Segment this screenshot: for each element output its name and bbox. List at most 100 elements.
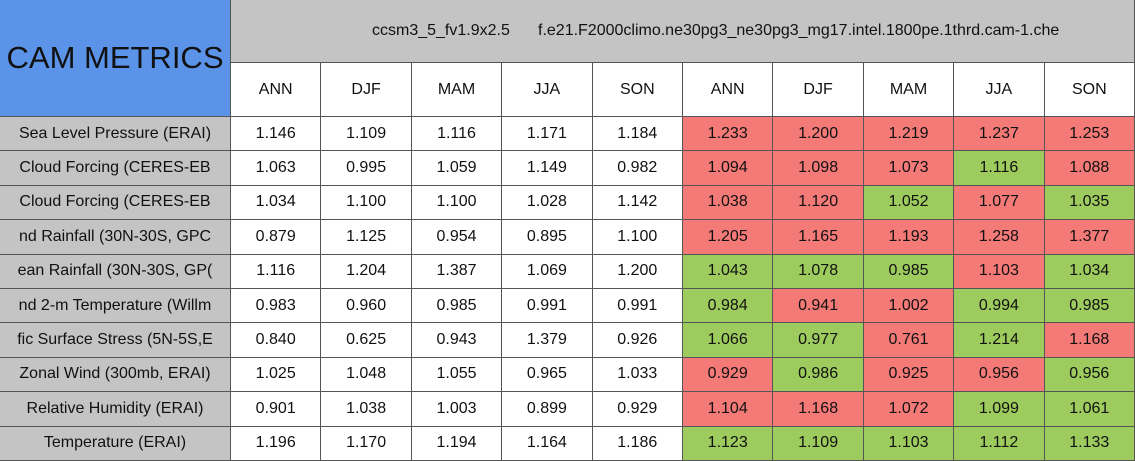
metric-cell: 1.103 <box>954 254 1045 289</box>
column-header: MAM <box>863 63 955 117</box>
metric-cell: 1.098 <box>773 151 864 186</box>
group-label: ccsm3_5_fv1.9x2.5 <box>372 22 510 39</box>
metric-cell: 1.034 <box>1044 254 1135 289</box>
metric-cell: 0.761 <box>863 323 955 358</box>
metric-cell: 1.088 <box>1044 151 1135 186</box>
metric-cell: 1.052 <box>863 185 955 221</box>
metric-cell: 1.003 <box>411 392 503 427</box>
metric-cell: 1.164 <box>502 426 593 461</box>
metric-cell: 1.253 <box>1044 117 1135 152</box>
row-label: Temperature (ERAI) <box>0 426 231 461</box>
metric-cell: 0.954 <box>411 220 503 255</box>
metric-cell: 1.038 <box>321 392 412 427</box>
row-label: Cloud Forcing (CERES-EB <box>0 151 231 186</box>
metric-cell: 1.112 <box>954 426 1045 461</box>
metric-cell: 1.038 <box>683 185 774 221</box>
metric-cell: 1.219 <box>863 117 955 152</box>
metric-cell: 1.116 <box>411 117 503 152</box>
metric-cell: 1.123 <box>683 426 774 461</box>
metric-cell: 1.186 <box>592 426 683 461</box>
metric-cell: 1.377 <box>1044 220 1135 255</box>
metric-cell: 0.895 <box>502 220 593 255</box>
metric-cell: 0.985 <box>411 289 503 324</box>
row-label: Zonal Wind (300mb, ERAI) <box>0 357 231 393</box>
metric-cell: 0.625 <box>321 323 412 358</box>
table-title: CAM METRICS <box>0 0 231 117</box>
column-header: ANN <box>683 63 774 117</box>
column-header: ANN <box>231 63 322 117</box>
column-header: DJF <box>773 63 864 117</box>
metric-cell: 0.926 <box>592 323 683 358</box>
metric-cell: 0.983 <box>231 289 322 324</box>
metric-cell: 1.146 <box>231 117 322 152</box>
metric-cell: 1.069 <box>502 254 593 289</box>
metric-cell: 0.901 <box>231 392 322 427</box>
metric-cell: 1.165 <box>773 220 864 255</box>
row-label: Cloud Forcing (CERES-EB <box>0 185 231 221</box>
metric-cell: 1.109 <box>773 426 864 461</box>
metric-cell: 1.033 <box>592 357 683 393</box>
metric-cell: 1.133 <box>1044 426 1135 461</box>
row-label: Relative Humidity (ERAI) <box>0 392 231 427</box>
metric-cell: 1.196 <box>231 426 322 461</box>
column-header: DJF <box>321 63 412 117</box>
metric-cell: 1.233 <box>683 117 774 152</box>
metric-cell: 1.194 <box>411 426 503 461</box>
metric-cell: 1.214 <box>954 323 1045 358</box>
metric-cell: 1.379 <box>502 323 593 358</box>
metric-cell: 0.899 <box>502 392 593 427</box>
row-label: fic Surface Stress (5N-5S,E <box>0 323 231 358</box>
metric-cell: 0.994 <box>954 289 1045 324</box>
metric-cell: 1.100 <box>411 185 503 221</box>
column-header: JJA <box>502 63 593 117</box>
group-header <box>231 0 1135 63</box>
metric-cell: 0.941 <box>773 289 864 324</box>
row-label: Sea Level Pressure (ERAI) <box>0 117 231 152</box>
metric-cell: 1.116 <box>231 254 322 289</box>
metric-cell: 1.028 <box>502 185 593 221</box>
metric-cell: 1.387 <box>411 254 503 289</box>
metric-cell: 1.043 <box>683 254 774 289</box>
metric-cell: 1.168 <box>1044 323 1135 358</box>
metric-cell: 1.142 <box>592 185 683 221</box>
metric-cell: 1.237 <box>954 117 1045 152</box>
metric-cell: 1.184 <box>592 117 683 152</box>
metric-cell: 1.055 <box>411 357 503 393</box>
row-label: nd 2-m Temperature (Willm <box>0 289 231 324</box>
metric-cell: 1.100 <box>321 185 412 221</box>
metric-cell: 1.200 <box>592 254 683 289</box>
column-header: SON <box>592 63 683 117</box>
metric-cell: 1.048 <box>321 357 412 393</box>
metric-cell: 1.078 <box>773 254 864 289</box>
group-label: f.e21.F2000climo.ne30pg3_ne30pg3_mg17.in… <box>538 22 1060 39</box>
metric-cell: 1.066 <box>683 323 774 358</box>
column-header: JJA <box>954 63 1045 117</box>
metric-cell: 1.109 <box>321 117 412 152</box>
metric-cell: 1.103 <box>863 426 955 461</box>
metric-cell: 0.991 <box>502 289 593 324</box>
metric-cell: 0.984 <box>683 289 774 324</box>
metric-cell: 0.986 <box>773 357 864 393</box>
metric-cell: 1.035 <box>1044 185 1135 221</box>
metric-cell: 1.170 <box>321 426 412 461</box>
metric-cell: 1.072 <box>863 392 955 427</box>
metric-cell: 0.985 <box>863 254 955 289</box>
metric-cell: 0.956 <box>954 357 1045 393</box>
metric-cell: 1.073 <box>863 151 955 186</box>
metric-cell: 1.168 <box>773 392 864 427</box>
metric-cell: 1.204 <box>321 254 412 289</box>
metric-cell: 0.965 <box>502 357 593 393</box>
metric-cell: 0.840 <box>231 323 322 358</box>
metric-cell: 1.258 <box>954 220 1045 255</box>
metric-cell: 0.879 <box>231 220 322 255</box>
metric-cell: 0.943 <box>411 323 503 358</box>
metric-cell: 0.929 <box>592 392 683 427</box>
metric-cell: 1.034 <box>231 185 322 221</box>
metric-cell: 0.991 <box>592 289 683 324</box>
metric-cell: 0.956 <box>1044 357 1135 393</box>
metric-cell: 1.061 <box>1044 392 1135 427</box>
metric-cell: 0.995 <box>321 151 412 186</box>
column-header: SON <box>1044 63 1135 117</box>
row-label: nd Rainfall (30N-30S, GPC <box>0 220 231 255</box>
